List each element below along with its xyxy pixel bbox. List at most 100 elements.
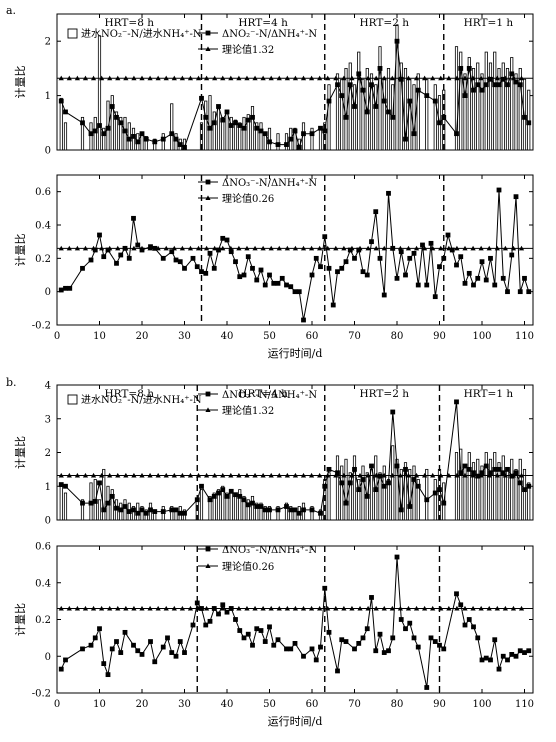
series-point (394, 275, 400, 281)
series-point (279, 275, 285, 281)
bar (276, 133, 280, 151)
theory-marker (74, 245, 80, 251)
theory-marker (333, 245, 339, 251)
series-point (284, 504, 289, 509)
series-point (126, 509, 132, 514)
series-point (160, 644, 166, 650)
series-point (224, 109, 230, 115)
series-point (471, 624, 476, 630)
theory-marker (300, 75, 307, 81)
hrt-label: HRT=2 h (360, 388, 410, 400)
hrt-label: HRT=4 h (238, 388, 288, 400)
theory-marker (478, 245, 484, 251)
series-point (233, 259, 238, 265)
series-point (360, 635, 366, 641)
theory-marker (478, 605, 484, 611)
theory-marker (389, 472, 395, 478)
theory-marker (518, 605, 525, 611)
series-point (471, 87, 476, 93)
series-point (152, 245, 158, 251)
series-point (505, 466, 510, 472)
legend-line-marker (205, 179, 211, 185)
series-point (411, 477, 417, 482)
series-point (271, 642, 277, 648)
theory-marker (405, 75, 412, 81)
theory-marker (260, 605, 266, 611)
theory-marker (187, 605, 194, 611)
panel-label-b: b. (6, 376, 17, 389)
series-point (479, 470, 485, 476)
series-point (58, 666, 64, 672)
series-point (335, 668, 340, 674)
y-tick-label: 0.4 (35, 578, 51, 589)
series-point (522, 650, 527, 655)
theory-marker (430, 75, 436, 81)
bar (416, 73, 420, 151)
series-point (492, 282, 498, 288)
series-point (454, 131, 459, 137)
bar (514, 468, 518, 521)
series-point (339, 265, 345, 271)
theory-marker (115, 75, 121, 81)
y-axis-title: 计量比 (14, 436, 27, 469)
x-tick-label: 110 (515, 699, 534, 710)
series-point (407, 504, 413, 509)
series-point (483, 655, 489, 661)
bar (480, 73, 484, 151)
theory-marker (422, 472, 428, 478)
bar (208, 495, 212, 521)
bar (212, 111, 216, 151)
series-point (330, 302, 336, 308)
series-point (364, 493, 370, 499)
series-point (483, 463, 489, 469)
bar (501, 455, 505, 521)
series-point (360, 87, 366, 93)
bar (361, 78, 365, 151)
series-point (177, 639, 183, 644)
series-point (211, 606, 217, 611)
series-point (241, 497, 247, 503)
bar (403, 68, 408, 151)
series-point (211, 493, 217, 499)
theory-marker (236, 245, 242, 251)
theory-marker (139, 472, 145, 478)
series-point (211, 265, 217, 271)
series-point (394, 554, 400, 560)
series-point (292, 640, 298, 646)
theory-marker (317, 605, 323, 611)
series-point (177, 510, 183, 516)
bar (250, 495, 255, 521)
series-point (199, 606, 204, 611)
bar (221, 485, 225, 521)
series-point (462, 622, 468, 628)
bar (480, 465, 484, 521)
series-point (322, 585, 328, 591)
series-point (373, 648, 379, 654)
series-point (441, 255, 447, 261)
series-point (500, 76, 506, 82)
bar (267, 127, 272, 151)
plot-frame (56, 174, 534, 326)
theory-marker (58, 245, 64, 251)
bar (255, 122, 259, 151)
series-point (415, 483, 421, 489)
series-point (411, 635, 417, 641)
series-point (143, 136, 149, 142)
y-axis-title: 计量比 (14, 234, 27, 267)
series-point (403, 626, 408, 632)
bar (463, 73, 467, 151)
series-point (131, 642, 136, 648)
series-point (428, 240, 434, 246)
series-point (377, 255, 383, 261)
series-point (160, 255, 166, 261)
theory-marker (494, 472, 500, 478)
series-point (245, 502, 251, 508)
series-point (288, 284, 294, 290)
theory-marker (308, 245, 315, 251)
series-point (284, 282, 289, 288)
theory-marker (341, 75, 347, 81)
series-point (377, 66, 383, 71)
bar (399, 62, 403, 151)
series-point (258, 504, 264, 509)
series-point (347, 480, 353, 486)
